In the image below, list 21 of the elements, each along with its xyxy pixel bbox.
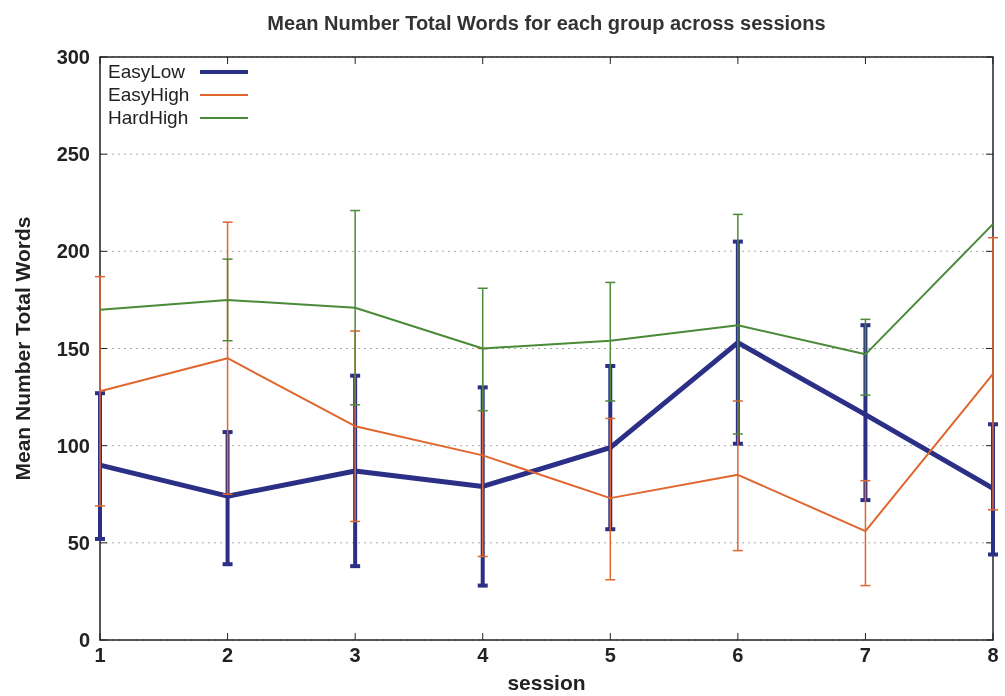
- y-tick-label: 200: [56, 240, 90, 263]
- x-tick-label: 3: [349, 644, 361, 666]
- x-tick-label: 5: [604, 644, 616, 666]
- chart-title: Mean Number Total Words for each group across sessions: [267, 12, 826, 34]
- x-tick-label: 8: [987, 644, 999, 666]
- x-tick-label: 6: [732, 644, 744, 666]
- x-tick-label: 1: [94, 644, 106, 666]
- x-tick-label: 4: [477, 644, 490, 666]
- legend-label: EasyLow: [108, 61, 186, 82]
- x-axis-title: session: [507, 671, 586, 694]
- y-tick-label: 300: [56, 46, 90, 68]
- legend-label: HardHigh: [108, 107, 189, 128]
- y-tick-label: 250: [56, 143, 90, 166]
- y-tick-label: 100: [56, 434, 90, 457]
- y-tick-label: 0: [78, 629, 90, 651]
- y-axis-title: Mean Number Total Words: [11, 216, 34, 481]
- y-tick-label: 50: [67, 531, 90, 554]
- x-tick-label: 2: [222, 644, 234, 666]
- x-tick-label: 7: [859, 644, 871, 666]
- legend-label: EasyHigh: [108, 84, 190, 105]
- y-tick-label: 150: [56, 337, 90, 360]
